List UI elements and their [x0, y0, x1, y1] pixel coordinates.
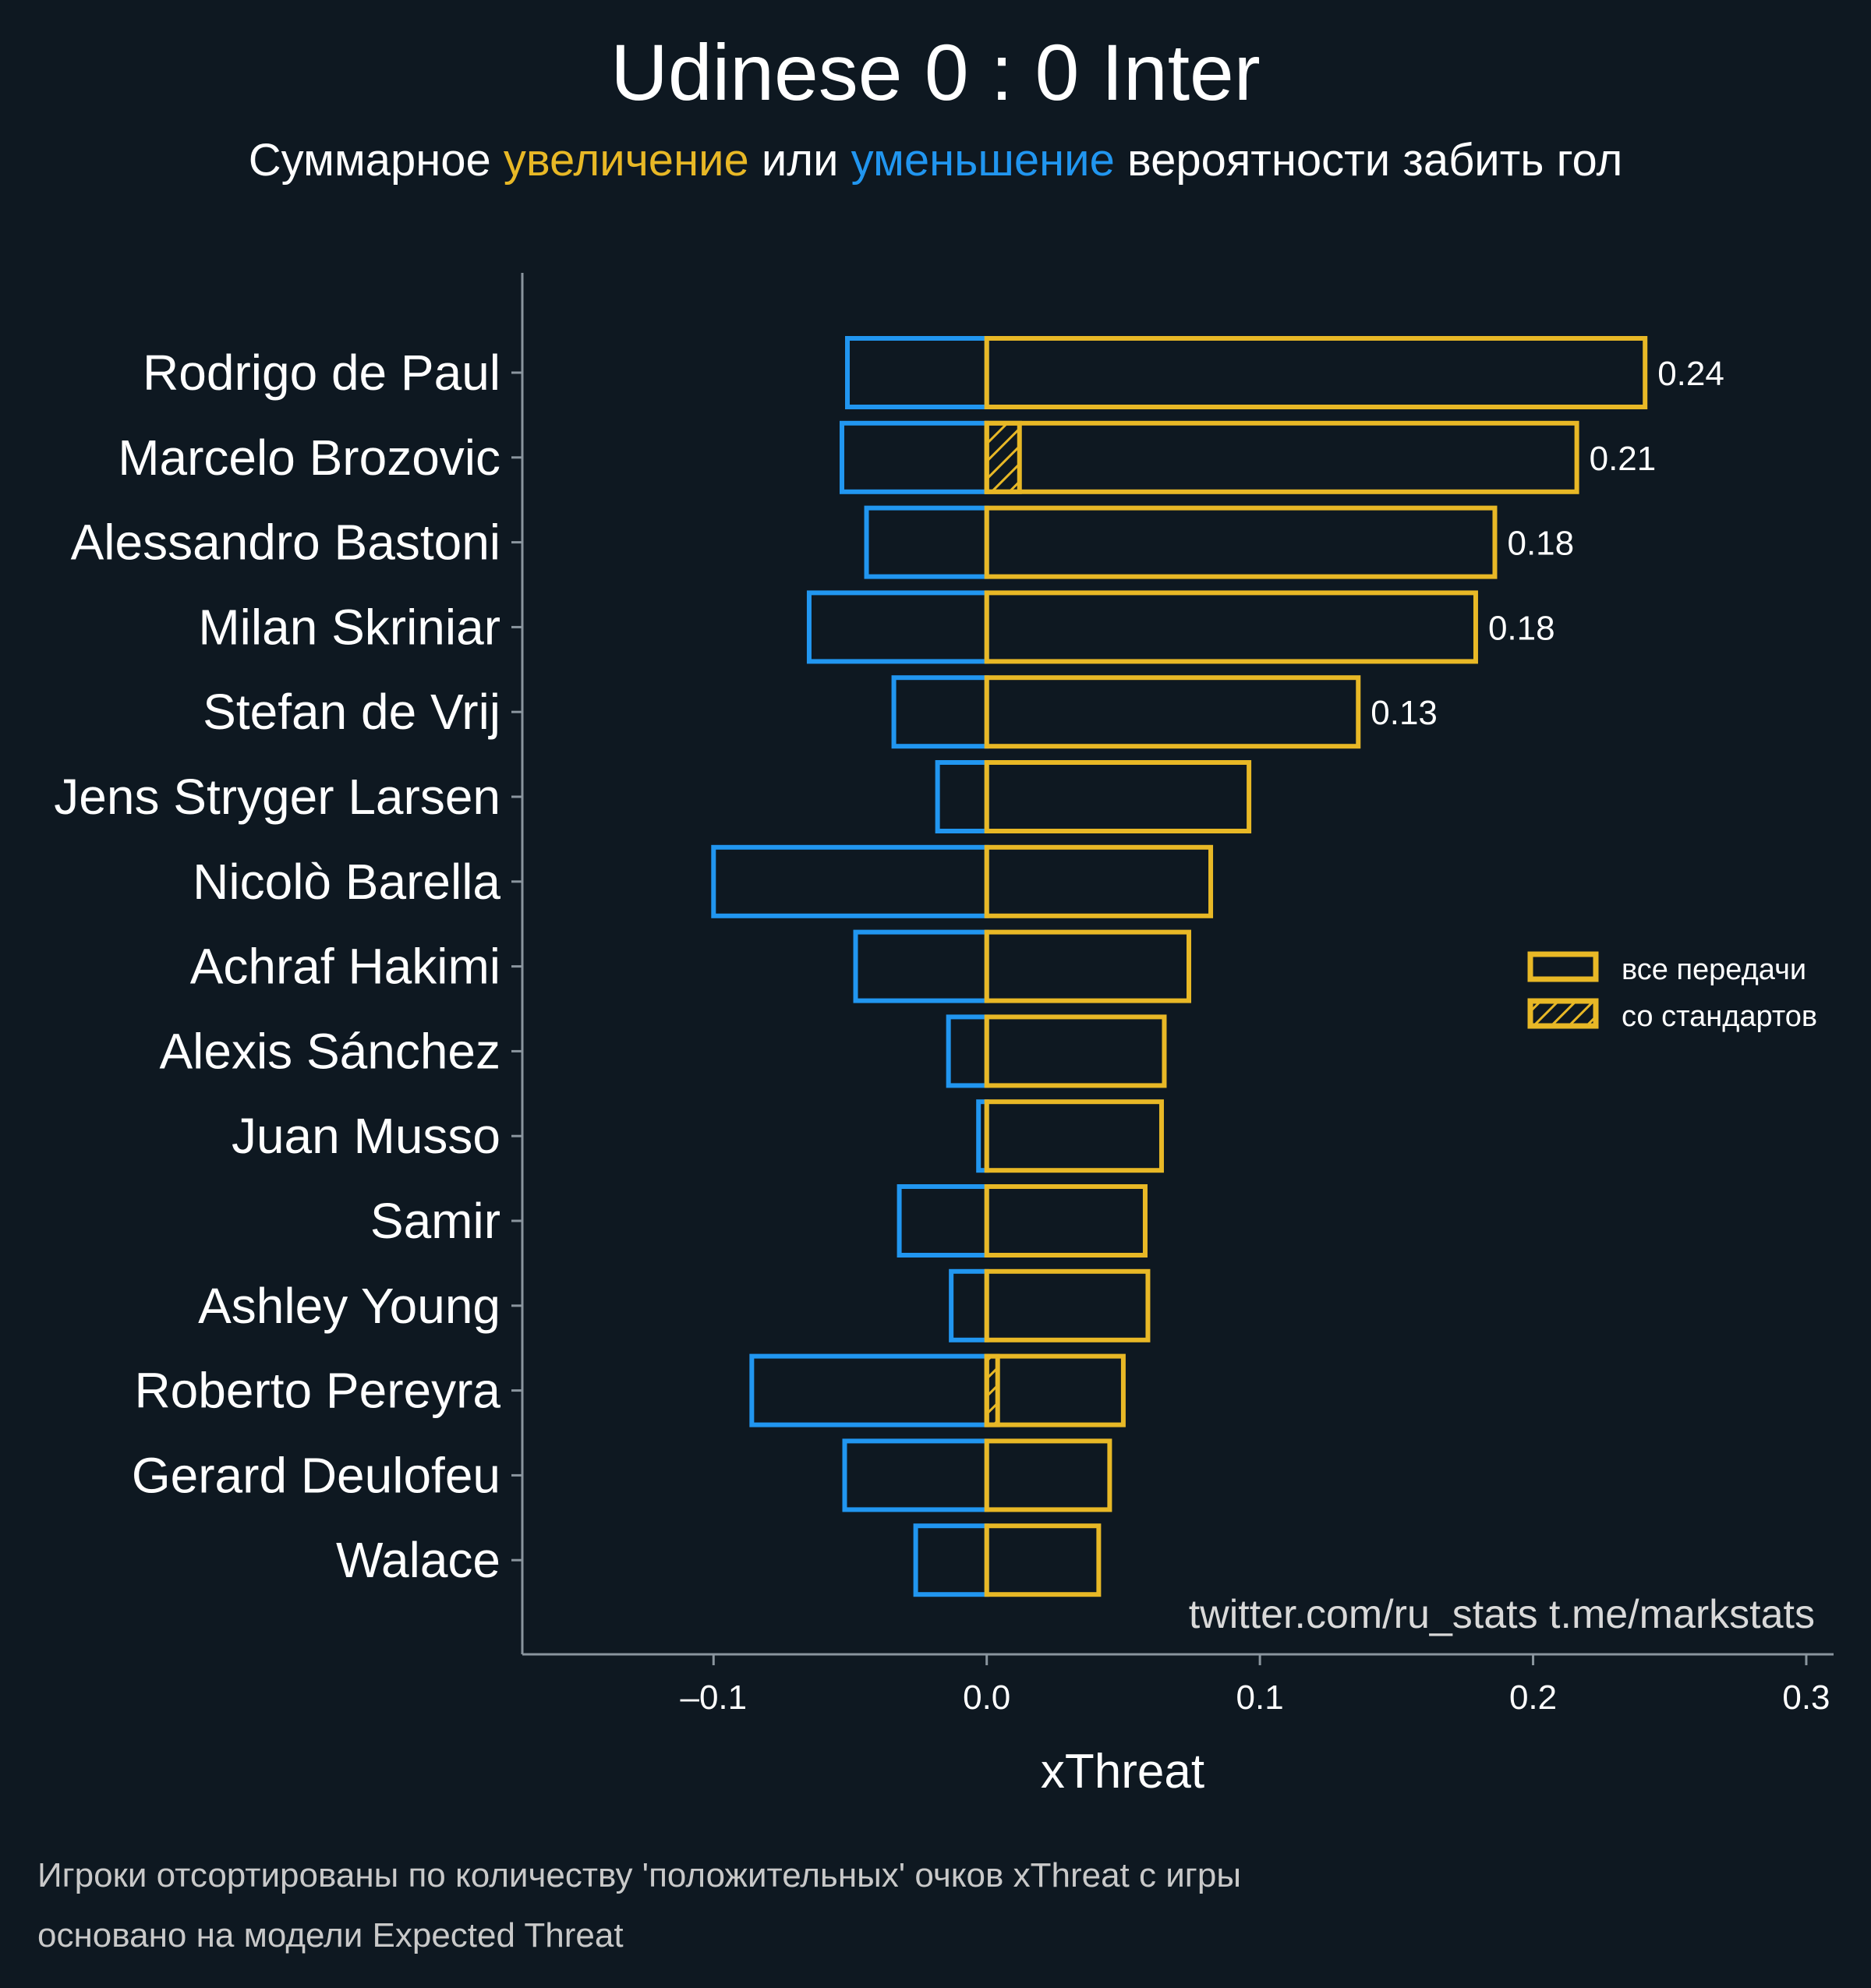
footnote-line-2: основано на модели Expected Threat — [37, 1916, 624, 1954]
chart-subtitle: Суммарное увеличение или уменьшение веро… — [249, 135, 1623, 186]
bar-positive — [984, 505, 1498, 579]
player-label: Jens Stryger Larsen — [54, 769, 500, 825]
x-tick-label: 0.3 — [1782, 1678, 1830, 1717]
bar-positive — [984, 929, 1192, 1003]
value-label: 0.21 — [1590, 440, 1657, 478]
bar-negative — [946, 1014, 989, 1088]
x-tick-label: 0.1 — [1236, 1678, 1284, 1717]
value-label: 0.24 — [1657, 355, 1724, 393]
player-label: Ashley Young — [198, 1278, 500, 1334]
bar-positive — [984, 675, 1361, 749]
bar-negative — [839, 420, 989, 494]
subtitle-increase-word: увеличение — [504, 135, 749, 186]
bar-negative — [844, 336, 989, 409]
subtitle-part3: вероятности забить гол — [1115, 135, 1622, 186]
player-label: Rodrigo de Paul — [143, 345, 500, 401]
x-tick-label: 0.2 — [1509, 1678, 1557, 1717]
player-label: Nicolò Barella — [193, 854, 500, 910]
bar-positive — [984, 1268, 1151, 1342]
x-axis-title: xThreat — [1041, 1745, 1204, 1799]
bar-negative — [711, 844, 989, 918]
player-label: Marcelo Brozovic — [118, 430, 500, 486]
bar-negative — [842, 1438, 989, 1512]
bar-negative — [913, 1523, 989, 1597]
legend-label-all-passes: все передачи — [1622, 953, 1806, 986]
player-label: Alessandro Bastoni — [71, 515, 500, 571]
bar-negative — [806, 590, 989, 664]
credit-text: twitter.com/ru_stats t.me/markstats — [1189, 1592, 1815, 1637]
player-label: Milan Skriniar — [198, 599, 500, 655]
bar-negative — [853, 929, 989, 1003]
value-label: 0.18 — [1507, 525, 1574, 563]
bar-positive — [984, 590, 1478, 664]
bar-negative — [897, 1184, 989, 1258]
chart-title: Udinese 0 : 0 Inter — [610, 28, 1260, 117]
bar-set-pieces — [984, 420, 1022, 494]
legend: все передачи со стандартов — [1527, 951, 1817, 1033]
bar-negative — [949, 1268, 989, 1342]
player-label: Gerard Deulofeu — [132, 1447, 500, 1503]
x-tick-label: 0.0 — [963, 1678, 1010, 1717]
bar-negative — [891, 675, 989, 749]
bar-positive — [984, 1014, 1167, 1088]
x-tick-label: –0.1 — [680, 1678, 747, 1717]
legend-swatch-set-pieces — [1527, 998, 1599, 1029]
legend-label-set-pieces: со стандартов — [1622, 1000, 1817, 1033]
bar-positive — [984, 1353, 1126, 1427]
bar-positive — [984, 1438, 1112, 1512]
subtitle-decrease-word: уменьшение — [851, 135, 1115, 186]
player-label: Alexis Sánchez — [159, 1023, 500, 1079]
bar-positive — [984, 1523, 1102, 1597]
bar-positive — [984, 760, 1252, 833]
player-label: Juan Musso — [232, 1108, 500, 1164]
bar-positive — [984, 844, 1214, 918]
value-label: 0.13 — [1371, 694, 1438, 732]
subtitle-part1: Суммарное — [249, 135, 504, 186]
bar-positive — [984, 1099, 1164, 1173]
bar-positive — [984, 1184, 1148, 1258]
bar-negative — [864, 505, 989, 579]
subtitle-part2: или — [749, 135, 851, 186]
bar-positive — [984, 336, 1648, 409]
plot-area: Rodrigo de Paul 0.24 Marcelo Brozovic 0.21 A… — [54, 273, 1834, 1717]
player-label: Achraf Hakimi — [190, 939, 500, 995]
bar-negative — [749, 1353, 989, 1427]
player-label: Roberto Pereyra — [134, 1363, 500, 1419]
value-label: 0.18 — [1488, 609, 1555, 647]
legend-swatch-all-passes — [1527, 951, 1599, 982]
bar-negative — [935, 760, 989, 833]
footnote-line-1: Игроки отсортированы по количеству 'поло… — [37, 1856, 1241, 1894]
player-label: Samir — [370, 1193, 500, 1249]
player-label: Walace — [336, 1532, 500, 1588]
bar-positive — [984, 420, 1579, 494]
player-label: Stefan de Vrij — [203, 684, 500, 740]
bar-set-pieces — [984, 1353, 1000, 1427]
